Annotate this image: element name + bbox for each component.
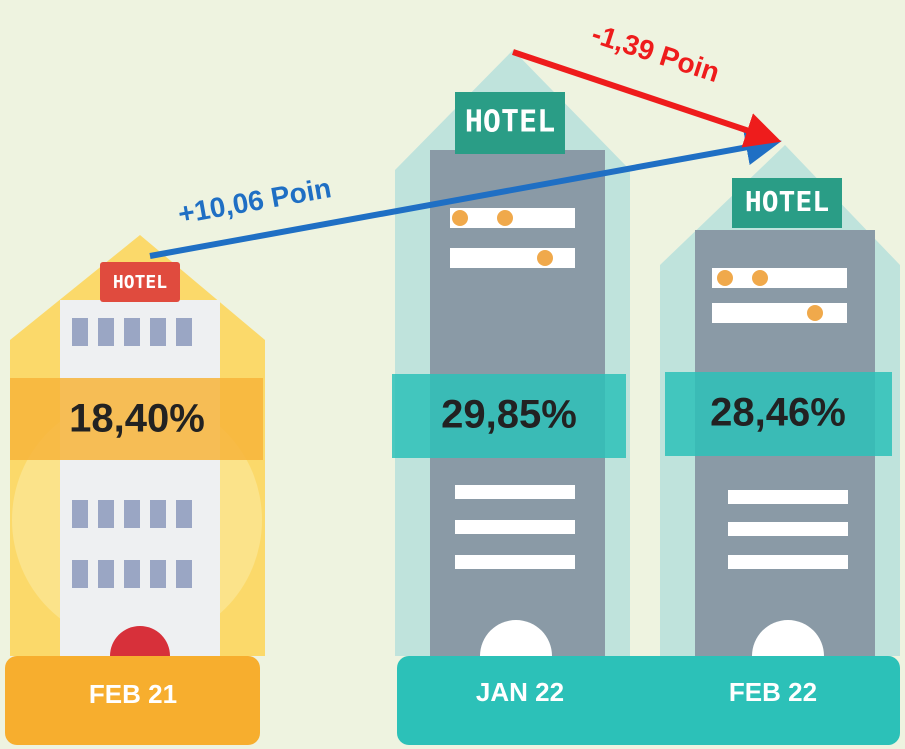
hotel-sign: HOTEL xyxy=(113,272,167,293)
change-arrow xyxy=(512,49,782,148)
value: 18,40% xyxy=(69,397,205,441)
period: FEB 22 xyxy=(729,677,817,707)
hotel-sign: HOTEL xyxy=(745,185,829,218)
period: FEB 21 xyxy=(89,679,177,709)
value-box xyxy=(10,378,263,460)
hotel-sign: HOTEL xyxy=(465,105,555,140)
period-box xyxy=(397,656,900,745)
hotel-jan22: HOTEL xyxy=(395,50,630,656)
value: 29,85% xyxy=(441,393,577,437)
value: 28,46% xyxy=(710,391,846,435)
period: JAN 22 xyxy=(476,677,564,707)
value-box xyxy=(665,372,892,456)
change-arrow xyxy=(149,129,782,259)
value-box xyxy=(392,374,626,458)
period-box xyxy=(5,656,260,745)
